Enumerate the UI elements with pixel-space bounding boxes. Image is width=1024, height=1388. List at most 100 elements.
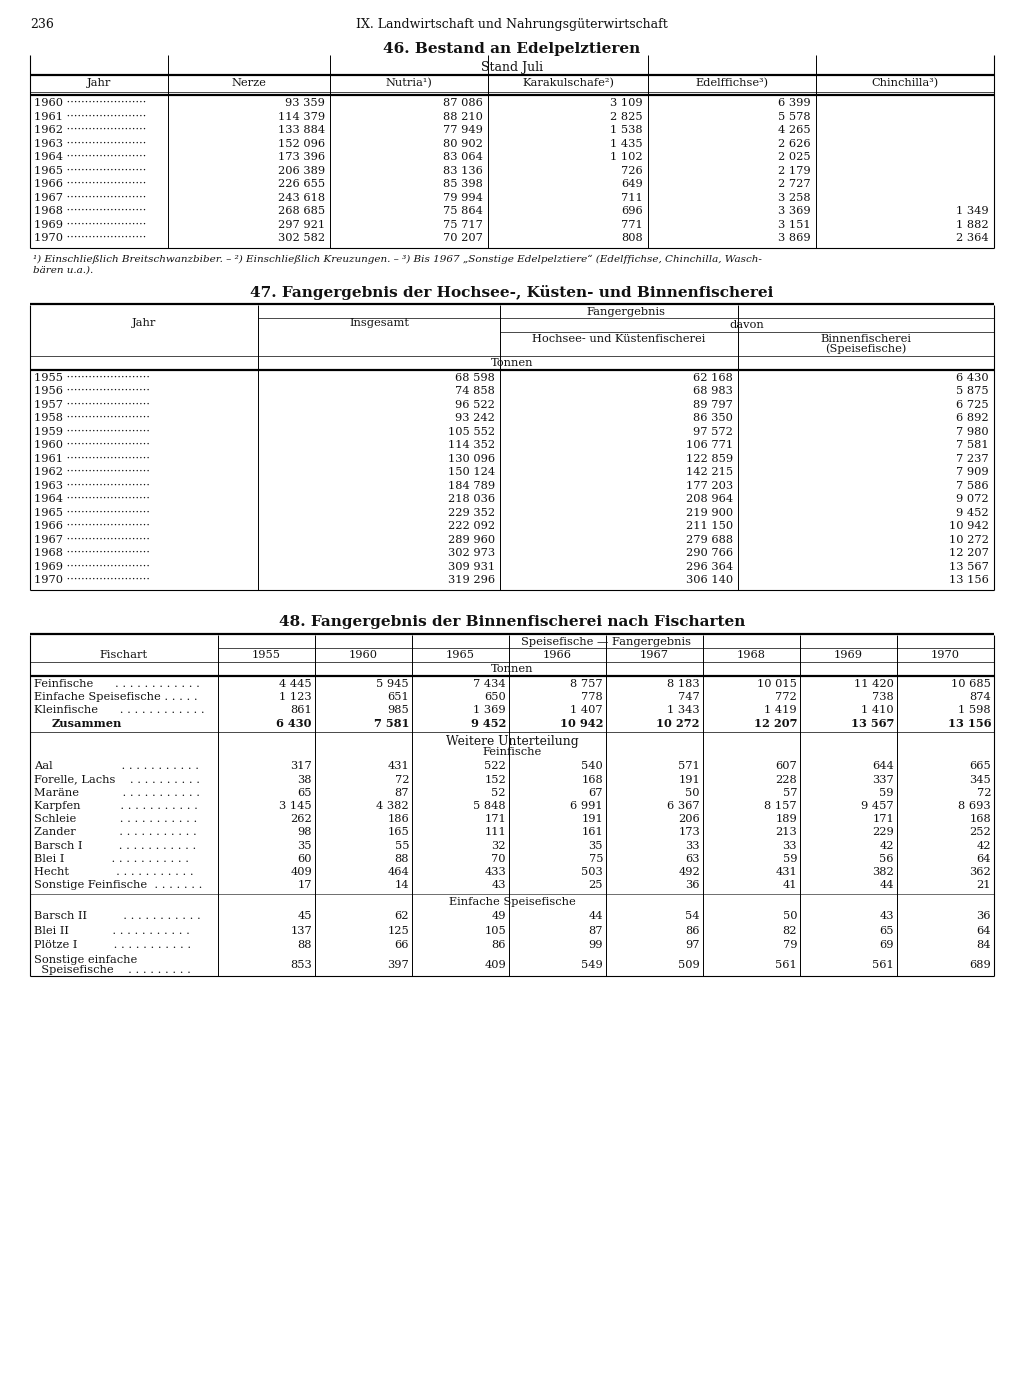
Text: 874: 874 <box>970 691 991 702</box>
Text: 87: 87 <box>589 926 603 936</box>
Text: 1967: 1967 <box>640 650 669 659</box>
Text: 262: 262 <box>290 815 312 824</box>
Text: 191: 191 <box>678 775 700 784</box>
Text: 43: 43 <box>880 912 894 922</box>
Text: Sonstige Feinfische  . . . . . . .: Sonstige Feinfische . . . . . . . <box>34 880 203 890</box>
Text: 309 931: 309 931 <box>447 562 495 572</box>
Text: 105: 105 <box>484 926 506 936</box>
Text: 7 581: 7 581 <box>374 718 409 729</box>
Text: 12 207: 12 207 <box>754 718 797 729</box>
Text: 1955 ·······················: 1955 ······················· <box>34 372 150 383</box>
Text: 75 717: 75 717 <box>443 219 483 229</box>
Text: 98: 98 <box>298 827 312 837</box>
Text: 252: 252 <box>970 827 991 837</box>
Text: 32: 32 <box>492 841 506 851</box>
Text: 711: 711 <box>622 193 643 203</box>
Text: 1964 ·······················: 1964 ······················· <box>34 494 150 504</box>
Text: 8 693: 8 693 <box>958 801 991 811</box>
Text: 130 096: 130 096 <box>447 454 495 464</box>
Text: 290 766: 290 766 <box>686 548 733 558</box>
Text: 8 183: 8 183 <box>668 679 700 688</box>
Text: 38: 38 <box>298 775 312 784</box>
Text: 397: 397 <box>387 959 409 970</box>
Text: 2 364: 2 364 <box>956 233 989 243</box>
Text: 219 900: 219 900 <box>686 508 733 518</box>
Text: Karpfen           . . . . . . . . . . .: Karpfen . . . . . . . . . . . <box>34 801 198 811</box>
Text: 62 168: 62 168 <box>693 372 733 383</box>
Text: 7 586: 7 586 <box>956 480 989 490</box>
Text: 9 452: 9 452 <box>956 508 989 518</box>
Text: 1964 ······················: 1964 ······················ <box>34 153 146 162</box>
Text: 297 921: 297 921 <box>278 219 325 229</box>
Text: 55: 55 <box>394 841 409 851</box>
Text: 70: 70 <box>492 854 506 863</box>
Text: 59: 59 <box>782 854 797 863</box>
Text: 3 151: 3 151 <box>778 219 811 229</box>
Text: 861: 861 <box>290 705 312 715</box>
Text: 3 258: 3 258 <box>778 193 811 203</box>
Text: 65: 65 <box>298 788 312 798</box>
Text: 114 352: 114 352 <box>447 440 495 450</box>
Text: 45: 45 <box>298 912 312 922</box>
Text: Einfache Speisefische: Einfache Speisefische <box>449 897 575 908</box>
Text: 89 797: 89 797 <box>693 400 733 409</box>
Text: 44: 44 <box>589 912 603 922</box>
Text: 1969: 1969 <box>834 650 863 659</box>
Text: 5 578: 5 578 <box>778 111 811 122</box>
Text: 10 942: 10 942 <box>559 718 603 729</box>
Text: 36: 36 <box>685 880 700 890</box>
Text: 66: 66 <box>394 940 409 951</box>
Text: 561: 561 <box>872 959 894 970</box>
Text: 431: 431 <box>387 761 409 772</box>
Text: 1966: 1966 <box>543 650 572 659</box>
Text: 1962 ······················: 1962 ······················ <box>34 125 146 135</box>
Text: 36: 36 <box>977 912 991 922</box>
Text: 48. Fangergebnis der Binnenfischerei nach Fischarten: 48. Fangergebnis der Binnenfischerei nac… <box>279 615 745 629</box>
Text: 88: 88 <box>298 940 312 951</box>
Text: 853: 853 <box>290 959 312 970</box>
Text: 409: 409 <box>290 868 312 877</box>
Text: 696: 696 <box>622 205 643 217</box>
Text: 2 626: 2 626 <box>778 139 811 149</box>
Text: 1955: 1955 <box>252 650 281 659</box>
Text: Chinchilla³): Chinchilla³) <box>871 78 939 89</box>
Text: 165: 165 <box>387 827 409 837</box>
Text: 87: 87 <box>394 788 409 798</box>
Text: 86 350: 86 350 <box>693 414 733 423</box>
Text: 59: 59 <box>880 788 894 798</box>
Text: Weitere Unterteilung: Weitere Unterteilung <box>445 736 579 748</box>
Text: 10 685: 10 685 <box>951 679 991 688</box>
Text: 3 869: 3 869 <box>778 233 811 243</box>
Text: 1963 ······················: 1963 ······················ <box>34 139 146 149</box>
Text: 222 092: 222 092 <box>447 520 495 532</box>
Text: 1 435: 1 435 <box>610 139 643 149</box>
Text: 1 407: 1 407 <box>570 705 603 715</box>
Text: 191: 191 <box>582 815 603 824</box>
Text: 1 598: 1 598 <box>958 705 991 715</box>
Text: 2 825: 2 825 <box>610 111 643 122</box>
Text: Barsch I          . . . . . . . . . . .: Barsch I . . . . . . . . . . . <box>34 841 197 851</box>
Text: 86: 86 <box>492 940 506 951</box>
Text: 1 123: 1 123 <box>280 691 312 702</box>
Text: 2 025: 2 025 <box>778 153 811 162</box>
Text: 1961 ······················: 1961 ······················ <box>34 111 146 122</box>
Text: Sonstige einfache: Sonstige einfache <box>34 955 137 965</box>
Text: 105 552: 105 552 <box>447 426 495 436</box>
Text: 229: 229 <box>872 827 894 837</box>
Text: 33: 33 <box>685 841 700 851</box>
Text: 561: 561 <box>775 959 797 970</box>
Text: Tonnen: Tonnen <box>490 663 534 673</box>
Text: 1968: 1968 <box>737 650 766 659</box>
Text: 206 389: 206 389 <box>278 165 325 175</box>
Text: 33: 33 <box>782 841 797 851</box>
Text: 72: 72 <box>977 788 991 798</box>
Text: 1963 ·······················: 1963 ······················· <box>34 480 150 490</box>
Text: 13 156: 13 156 <box>949 575 989 584</box>
Text: 93 359: 93 359 <box>285 99 325 108</box>
Text: 79 994: 79 994 <box>443 193 483 203</box>
Text: Plötze I          . . . . . . . . . . .: Plötze I . . . . . . . . . . . <box>34 940 191 951</box>
Text: 5 848: 5 848 <box>473 801 506 811</box>
Text: Fischart: Fischart <box>100 650 148 659</box>
Text: 651: 651 <box>387 691 409 702</box>
Text: 42: 42 <box>977 841 991 851</box>
